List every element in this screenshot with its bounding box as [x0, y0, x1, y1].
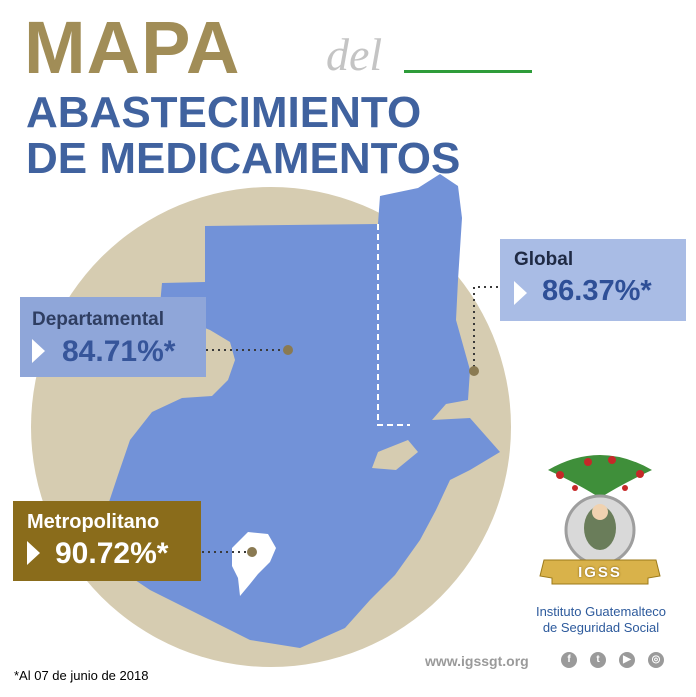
global-label: Global [514, 249, 574, 270]
logo-tree-branches [548, 455, 652, 498]
metropolitano-label: Metropolitano [27, 511, 160, 533]
dot-departamental [283, 345, 293, 355]
dot-metropolitano [247, 547, 257, 557]
metropolitano-value: 90.72%* [55, 537, 169, 570]
igss-logo-emblem [539, 455, 661, 585]
title-mapa: MAPA [24, 6, 241, 89]
play-arrow-icon [27, 541, 40, 565]
title-underline [404, 70, 532, 73]
logo-ribbon [539, 559, 661, 585]
title-subtitle: ABASTECIMIENTO DE MEDICAMENTOS [26, 90, 460, 182]
footnote: *Al 07 de junio de 2018 [14, 668, 149, 683]
dot-global [469, 366, 479, 376]
logo-caption-line-1: Instituto Guatemalteco [535, 604, 667, 619]
twitter-icon[interactable]: t [590, 652, 606, 668]
youtube-icon[interactable]: ▶ [619, 652, 635, 668]
global-value: 86.37%* [542, 275, 652, 307]
logo-caption: Instituto Guatemalteco de Seguridad Soci… [526, 604, 676, 636]
departamental-label: Departamental [32, 309, 164, 330]
website-link[interactable]: www.igssgt.org [425, 653, 529, 669]
logo-caption-line-2: de Seguridad Social [542, 620, 660, 635]
connector-global [473, 286, 498, 370]
metropolitan-area [232, 532, 276, 596]
title-line-2: DE MEDICAMENTOS [26, 134, 461, 183]
title-del: del [326, 29, 383, 80]
lake-izabal [372, 440, 418, 470]
peten-border-dashed [377, 224, 410, 426]
guatemala-shape [108, 174, 500, 648]
facebook-icon[interactable]: f [561, 652, 577, 668]
panel-metropolitano: Metropolitano 90.72%* [13, 501, 201, 581]
departamental-value: 84.71%* [62, 335, 176, 368]
play-arrow-icon [32, 339, 45, 363]
play-arrow-icon [514, 281, 527, 305]
title-line-1: ABASTECIMIENTO [26, 88, 422, 137]
panel-global: Global 86.37%* [500, 239, 686, 321]
instagram-icon[interactable]: ◎ [648, 652, 664, 668]
logo-text: IGSS [578, 564, 622, 581]
panel-departamental: Departamental 84.71%* [20, 297, 206, 377]
